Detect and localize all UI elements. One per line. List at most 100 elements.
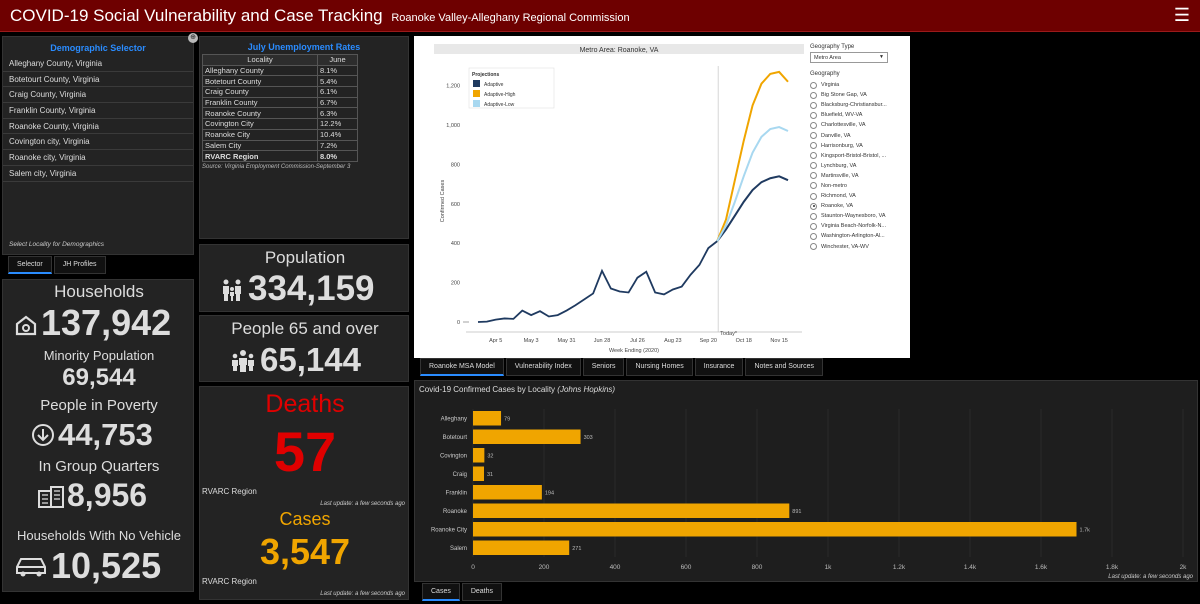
radio-button[interactable] — [810, 172, 817, 180]
selector-item[interactable]: Salem city, Virginia — [3, 166, 193, 182]
radio-button[interactable] — [810, 81, 817, 89]
radio-button[interactable] — [810, 243, 817, 251]
radio-button[interactable] — [810, 192, 817, 200]
radio-button[interactable] — [810, 232, 817, 240]
geography-option[interactable]: Richmond, VA — [810, 191, 906, 201]
geography-option[interactable]: Winchester, VA-WV — [810, 242, 906, 252]
tab-jh-profiles[interactable]: JH Profiles — [53, 256, 106, 274]
geography-option[interactable]: Blacksburg-Christiansbur... — [810, 100, 906, 110]
bar[interactable] — [473, 485, 542, 500]
geo-type-label: Geography Type — [810, 44, 855, 50]
geography-option[interactable]: Washington-Arlington-Al... — [810, 231, 906, 241]
group-quarters-value: 8,956 — [67, 477, 148, 513]
bar-value-label: 79 — [504, 416, 510, 422]
legend-swatch — [473, 80, 480, 87]
x-tick-label: Jul 26 — [630, 338, 645, 344]
radio-button[interactable] — [810, 212, 817, 220]
geography-option[interactable]: Non-metro — [810, 181, 906, 191]
geo-type-select[interactable]: Metro Area ▼ — [810, 52, 888, 63]
selector-tabs: Selector JH Profiles — [8, 256, 106, 274]
geography-option[interactable]: Staunton-Waynesboro, VA — [810, 211, 906, 221]
radio-button[interactable] — [810, 162, 817, 170]
geography-option[interactable]: Roanoke, VA — [810, 201, 906, 211]
locality-cell: RVARC Region — [202, 150, 318, 162]
tab-projection-4[interactable]: Insurance — [694, 358, 744, 376]
tab-cases[interactable]: Cases — [422, 583, 460, 601]
bar[interactable] — [473, 466, 485, 482]
table-row: Alleghany County 8.1% — [202, 64, 358, 77]
category-label: Roanoke City — [431, 527, 467, 533]
menu-icon[interactable]: ☰ — [1173, 5, 1190, 25]
tab-projection-5[interactable]: Notes and Sources — [745, 358, 823, 376]
tab-projection-2[interactable]: Seniors — [582, 358, 625, 376]
geography-option[interactable]: Kingsport-Bristol-Bristol, ... — [810, 151, 906, 161]
selector-item[interactable]: Roanoke County, Virginia — [3, 119, 193, 135]
bar-value-label: 271 — [572, 546, 581, 552]
geography-option[interactable]: Charlottesville, VA — [810, 120, 906, 130]
selector-item[interactable]: Roanoke city, Virginia — [3, 150, 193, 166]
bar[interactable] — [473, 429, 581, 445]
deaths-updated: Last update: a few seconds ago — [320, 501, 405, 507]
tab-selector[interactable]: Selector — [8, 256, 52, 274]
chart-title: Metro Area: Roanoke, VA — [580, 47, 659, 54]
app-subtitle: Roanoke Valley-Alleghany Regional Commis… — [391, 12, 630, 24]
selector-item[interactable]: Craig County, Virginia — [3, 87, 193, 104]
selector-item[interactable]: Franklin County, Virginia — [3, 103, 193, 119]
poverty-label: People in Poverty — [40, 397, 158, 414]
selector-item[interactable]: Botetourt County, Virginia — [3, 72, 193, 88]
radio-button[interactable] — [810, 132, 817, 140]
bar[interactable] — [473, 540, 570, 556]
radio-button[interactable] — [810, 222, 817, 230]
tab-projection-1[interactable]: Vulnerability Index — [505, 358, 581, 376]
geography-option-label: Big Stone Gap, VA — [821, 92, 867, 99]
table-row: Franklin County 6.7% — [202, 96, 358, 109]
bar[interactable] — [473, 522, 1077, 537]
cases-by-locality-panel: Covid-19 Confirmed Cases by Locality (Jo… — [414, 380, 1198, 582]
deaths-label: Deaths — [265, 390, 345, 418]
rate-cell: 6.7% — [317, 96, 358, 109]
radio-button[interactable] — [810, 202, 817, 210]
bar[interactable] — [473, 503, 790, 519]
geography-option[interactable]: Lynchburg, VA — [810, 161, 906, 171]
geography-option[interactable]: Bluefield, WV-VA — [810, 110, 906, 120]
radio-button[interactable] — [810, 121, 817, 129]
locality-cell: Roanoke County — [202, 107, 318, 120]
locality-cell: Covington City — [202, 118, 318, 130]
geography-option[interactable]: Danville, VA — [810, 130, 906, 140]
age65-panel: People 65 and over 65,144 — [199, 315, 409, 382]
tab-projection-0[interactable]: Roanoke MSA Model — [420, 358, 504, 376]
population-panel: Population 334,159 — [199, 244, 409, 312]
geography-option[interactable]: Martinsville, VA — [810, 171, 906, 181]
bar[interactable] — [473, 448, 485, 463]
radio-button[interactable] — [810, 111, 817, 119]
radio-button[interactable] — [810, 91, 817, 99]
bar-chart-title: Covid-19 Confirmed Cases by Locality (Jo… — [419, 385, 615, 394]
selector-item[interactable]: Covington city, Virginia — [3, 134, 193, 151]
info-icon[interactable]: ⊕ — [188, 33, 198, 43]
geography-option[interactable]: Big Stone Gap, VA — [810, 90, 906, 100]
geography-option-label: Staunton-Waynesboro, VA — [821, 213, 886, 220]
radio-button[interactable] — [810, 142, 817, 150]
radio-button[interactable] — [810, 152, 817, 160]
geography-option[interactable]: Virginia — [810, 80, 906, 90]
tab-deaths[interactable]: Deaths — [461, 583, 503, 601]
x-tick-label: Sep 20 — [700, 338, 717, 344]
rate-cell: 5.4% — [317, 75, 358, 88]
bar-chart-tabs: Cases Deaths — [422, 583, 503, 601]
observed-line — [477, 240, 718, 323]
radio-button[interactable] — [810, 182, 817, 190]
selector-list: Alleghany County, Virginia Botetourt Coun… — [3, 56, 193, 182]
bar[interactable] — [473, 411, 502, 426]
series-line-1 — [716, 70, 789, 242]
radio-button[interactable] — [810, 101, 817, 109]
geography-option[interactable]: Harrisonburg, VA — [810, 141, 906, 151]
selector-item[interactable]: Alleghany County, Virginia — [3, 56, 193, 72]
geography-option-label: Charlottesville, VA — [821, 122, 866, 129]
app-title: COVID-19 Social Vulnerability and Case T… — [10, 6, 630, 26]
tab-projection-3[interactable]: Nursing Homes — [626, 358, 693, 376]
car-icon — [16, 558, 46, 577]
category-label: Franklin — [446, 490, 467, 496]
geography-option[interactable]: Virginia Beach-Norfolk-N... — [810, 221, 906, 231]
app-header: COVID-19 Social Vulnerability and Case T… — [0, 0, 1200, 32]
geography-radio-list: Virginia Big Stone Gap, VA Blacksburg-Chri… — [810, 80, 906, 252]
